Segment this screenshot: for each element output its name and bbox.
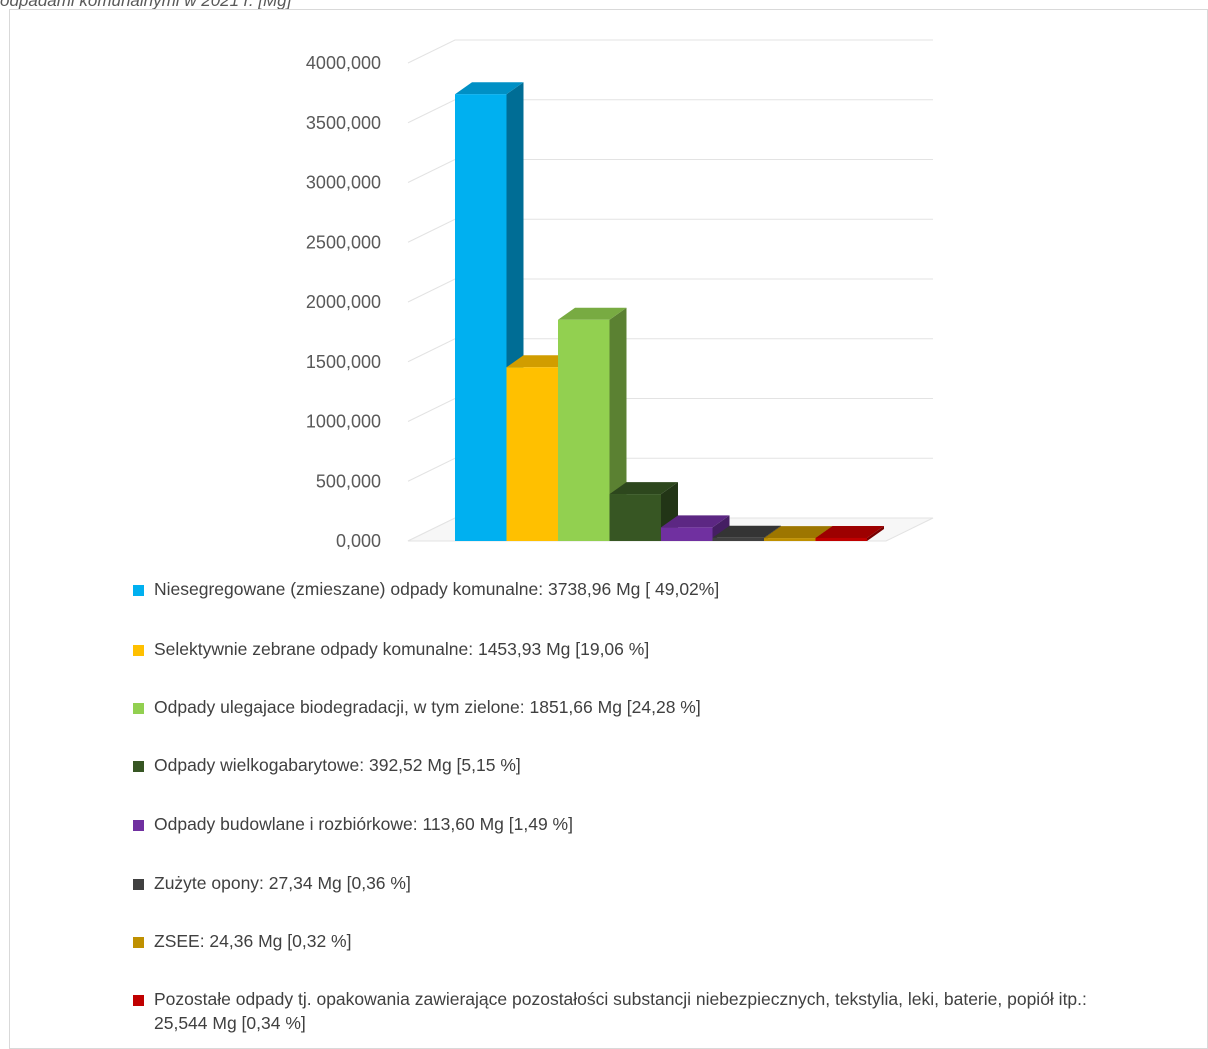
legend-label: Pozostałe odpady tj. opakowania zawieraj… (154, 989, 1087, 1033)
y-tick-label: 2000,000 (306, 292, 381, 312)
y-tick-label: 4000,000 (306, 53, 381, 73)
legend-item: Pozostałe odpady tj. opakowania zawieraj… (133, 987, 1133, 1035)
bar (815, 525, 884, 541)
legend-swatch (133, 645, 144, 656)
chart-caption: odpadami komunalnymi w 2021 r. [Mg] (0, 0, 292, 10)
y-tick-label: 1500,000 (306, 352, 381, 372)
legend-label: Odpady budowlane i rozbiórkowe: 113,60 M… (154, 814, 573, 834)
legend-swatch (133, 937, 144, 948)
bar-side (712, 515, 730, 541)
bar-front (764, 538, 816, 541)
y-tick-label: 500,000 (316, 471, 381, 491)
y-tick-label: 3000,000 (306, 173, 381, 193)
bar-front (712, 537, 764, 541)
bar-top (764, 526, 833, 539)
bar-front (506, 367, 558, 541)
bar (609, 482, 678, 541)
legend-item: Odpady ulegajace biodegradacji, w tym zi… (133, 695, 1133, 719)
y-tick-label: 2500,000 (306, 232, 381, 252)
bar (558, 307, 627, 541)
legend-label: Niesegregowane (zmieszane) odpady komuna… (154, 579, 720, 599)
bars (455, 82, 884, 542)
legend-swatch (133, 995, 144, 1006)
legend-item: Zużyte opony: 27,34 Mg [0,36 %] (133, 871, 1133, 895)
legend-label: ZSEE: 24,36 Mg [0,32 %] (154, 931, 352, 951)
legend-swatch (133, 761, 144, 772)
bar-top (455, 82, 524, 95)
bar (661, 515, 730, 541)
bar-top (661, 515, 730, 528)
bar-front (609, 494, 661, 541)
bar-front (815, 537, 867, 541)
legend-item: ZSEE: 24,36 Mg [0,32 %] (133, 929, 1133, 953)
bar-front (455, 94, 507, 542)
y-tick-label: 1000,000 (306, 412, 381, 432)
bar-top (609, 482, 678, 495)
legend-label: Zużyte opony: 27,34 Mg [0,36 %] (154, 873, 411, 893)
y-axis-ticks: 0,000 500,000 1000,000 1500,000 2000,000 2500… (306, 53, 381, 551)
legend-label: Selektywnie zebrane odpady komunalne: 14… (154, 639, 650, 659)
legend-swatch (133, 820, 144, 831)
legend-swatch (133, 879, 144, 890)
legend-swatch (133, 585, 144, 596)
legend-swatch (133, 703, 144, 714)
bar-top (558, 307, 627, 320)
bar-side (867, 525, 884, 541)
bar-top (506, 355, 575, 368)
bar-side (609, 307, 627, 541)
legend-label: Odpady ulegajace biodegradacji, w tym zi… (154, 697, 701, 717)
bar-front (661, 527, 713, 541)
legend-label: Odpady wielkogabarytowe: 392,52 Mg [5,15… (154, 755, 521, 775)
legend-item: Selektywnie zebrane odpady komunalne: 14… (133, 637, 1133, 661)
gridline (407, 39, 933, 64)
bar-top (815, 525, 884, 538)
legend-item: Odpady budowlane i rozbiórkowe: 113,60 M… (133, 812, 1133, 836)
legend-item: Niesegregowane (zmieszane) odpady komuna… (133, 577, 1133, 601)
legend-item: Odpady wielkogabarytowe: 392,52 Mg [5,15… (133, 753, 1133, 777)
y-tick-label: 3500,000 (306, 113, 381, 133)
bar-front (558, 319, 610, 541)
y-tick-label: 0,000 (336, 531, 381, 551)
bar-top (712, 525, 781, 538)
